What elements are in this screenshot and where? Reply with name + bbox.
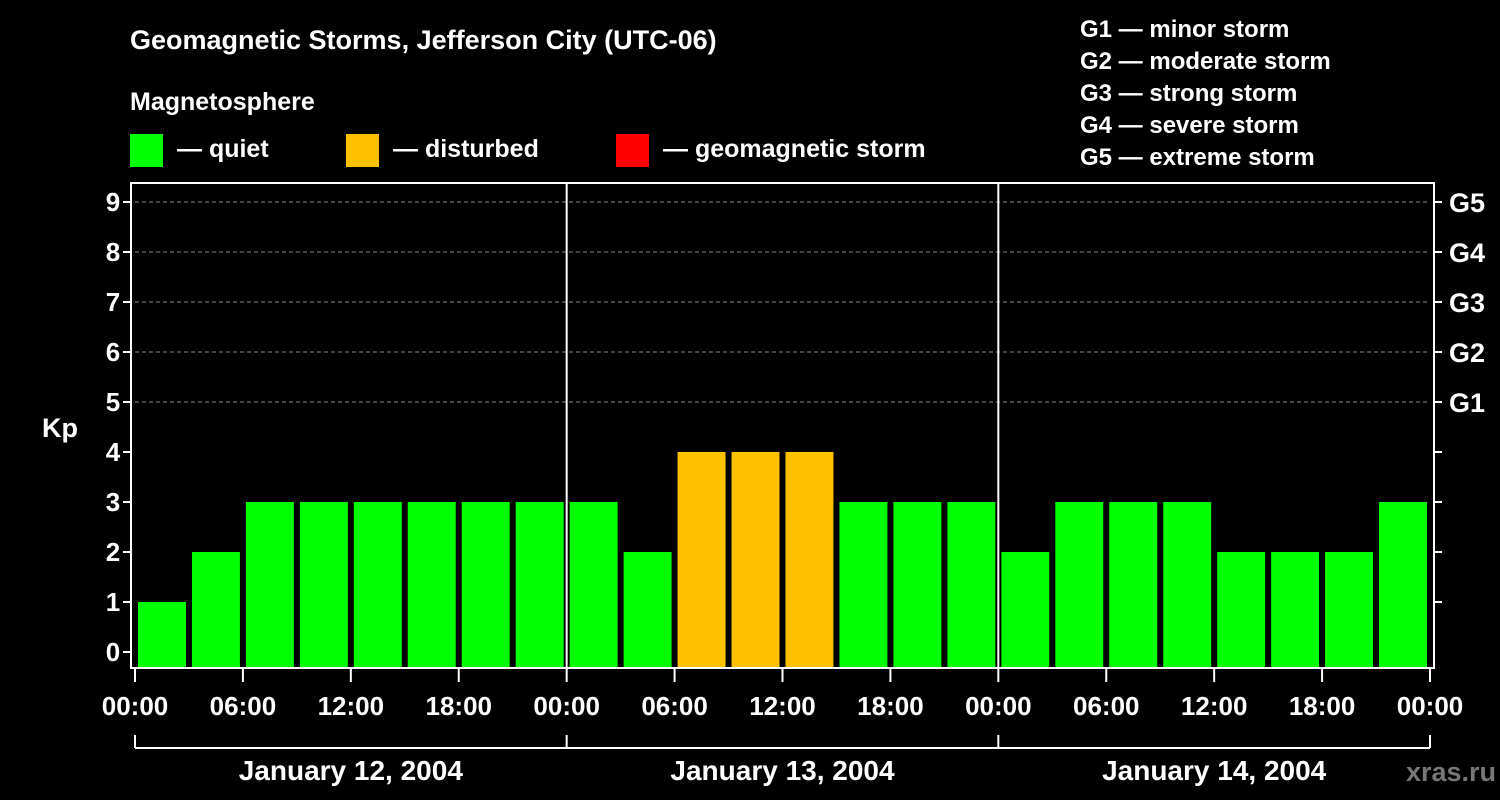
kp-bar <box>1163 502 1212 668</box>
bars <box>138 452 1427 668</box>
axes <box>123 182 1442 749</box>
storm-level-label: G5 <box>1449 188 1485 218</box>
x-tick-label: 06:00 <box>210 691 277 721</box>
chart-title: Geomagnetic Storms, Jefferson City (UTC-… <box>130 25 717 55</box>
storm-scale-legend: G1 — minor storm G2 — moderate storm G3 … <box>1080 16 1331 171</box>
storm-level-label: G1 <box>1449 388 1485 418</box>
legend-swatch-storm <box>616 134 649 167</box>
kp-bar <box>1055 502 1104 668</box>
x-tick-label: 00:00 <box>965 691 1032 721</box>
x-tick-label: 00:00 <box>1397 691 1464 721</box>
legend: — quiet — disturbed — geomagnetic storm <box>130 134 926 167</box>
kp-bar <box>245 502 294 668</box>
kp-bar <box>138 602 186 668</box>
y-tick-label: 6 <box>106 337 120 367</box>
legend-title: Magnetosphere <box>130 88 315 116</box>
kp-bar <box>1109 502 1158 668</box>
kp-bar <box>1001 552 1050 668</box>
kp-bar <box>1217 552 1266 668</box>
y-tick-label: 9 <box>106 187 120 217</box>
day-label: January 12, 2004 <box>239 755 464 786</box>
kp-bar <box>353 502 402 668</box>
x-tick-label: 12:00 <box>318 691 385 721</box>
day-label: January 14, 2004 <box>1102 755 1327 786</box>
kp-bar <box>1271 552 1320 668</box>
x-tick-label: 06:00 <box>1073 691 1140 721</box>
kp-bar <box>407 502 456 668</box>
y-tick-label: 4 <box>106 437 121 467</box>
x-tick-label: 12:00 <box>1181 691 1248 721</box>
x-tick-label: 18:00 <box>1289 691 1356 721</box>
kp-bar <box>893 502 942 668</box>
legend-label-quiet: — quiet <box>177 135 269 163</box>
kp-bar <box>515 502 564 668</box>
kp-bar <box>299 502 348 668</box>
kp-bar <box>785 452 834 668</box>
watermark: xras.ru <box>1406 757 1496 787</box>
y-tick-label: 2 <box>106 537 120 567</box>
legend-swatch-quiet <box>130 134 163 167</box>
kp-bar <box>947 502 996 668</box>
kp-bar <box>1325 552 1374 668</box>
grid-lines <box>135 201 1430 403</box>
storm-level-label: G3 <box>1449 288 1485 318</box>
tick-labels: 0 1 2 3 4 5 6 7 8 9 G1 G2 G3 G4 G5 00:00 06:00 12:00 18:00… <box>102 187 1485 786</box>
kp-bar <box>191 552 240 668</box>
kp-bar <box>569 502 618 668</box>
storm-level-label: G4 <box>1449 238 1485 268</box>
legend-label-disturbed: — disturbed <box>393 135 539 163</box>
kp-bar <box>731 452 780 668</box>
storm-scale-g4: G4 — severe storm <box>1080 112 1299 139</box>
storm-scale-g5: G5 — extreme storm <box>1080 144 1315 171</box>
x-tick-label: 18:00 <box>426 691 493 721</box>
y-tick-label: 8 <box>106 237 120 267</box>
y-tick-label: 3 <box>106 487 120 517</box>
storm-level-label: G2 <box>1449 338 1485 368</box>
x-tick-label: 12:00 <box>749 691 816 721</box>
x-tick-label: 06:00 <box>641 691 708 721</box>
legend-swatch-disturbed <box>346 134 379 167</box>
storm-scale-g2: G2 — moderate storm <box>1080 48 1331 75</box>
y-tick-label: 1 <box>106 587 120 617</box>
kp-bar <box>839 502 888 668</box>
kp-bar <box>677 452 726 668</box>
x-tick-label: 18:00 <box>857 691 924 721</box>
storm-scale-g3: G3 — strong storm <box>1080 80 1297 107</box>
y-tick-label: 7 <box>106 287 120 317</box>
kp-bar <box>623 552 672 668</box>
y-axis-label: Kp <box>42 413 78 443</box>
day-label: January 13, 2004 <box>670 755 895 786</box>
y-tick-label: 5 <box>106 387 120 417</box>
y-tick-label: 0 <box>106 637 120 667</box>
storm-scale-g1: G1 — minor storm <box>1080 16 1289 43</box>
kp-bar <box>1379 502 1427 668</box>
x-tick-label: 00:00 <box>533 691 600 721</box>
x-tick-label: 00:00 <box>102 691 169 721</box>
legend-label-storm: — geomagnetic storm <box>663 135 926 163</box>
kp-bar <box>461 502 510 668</box>
